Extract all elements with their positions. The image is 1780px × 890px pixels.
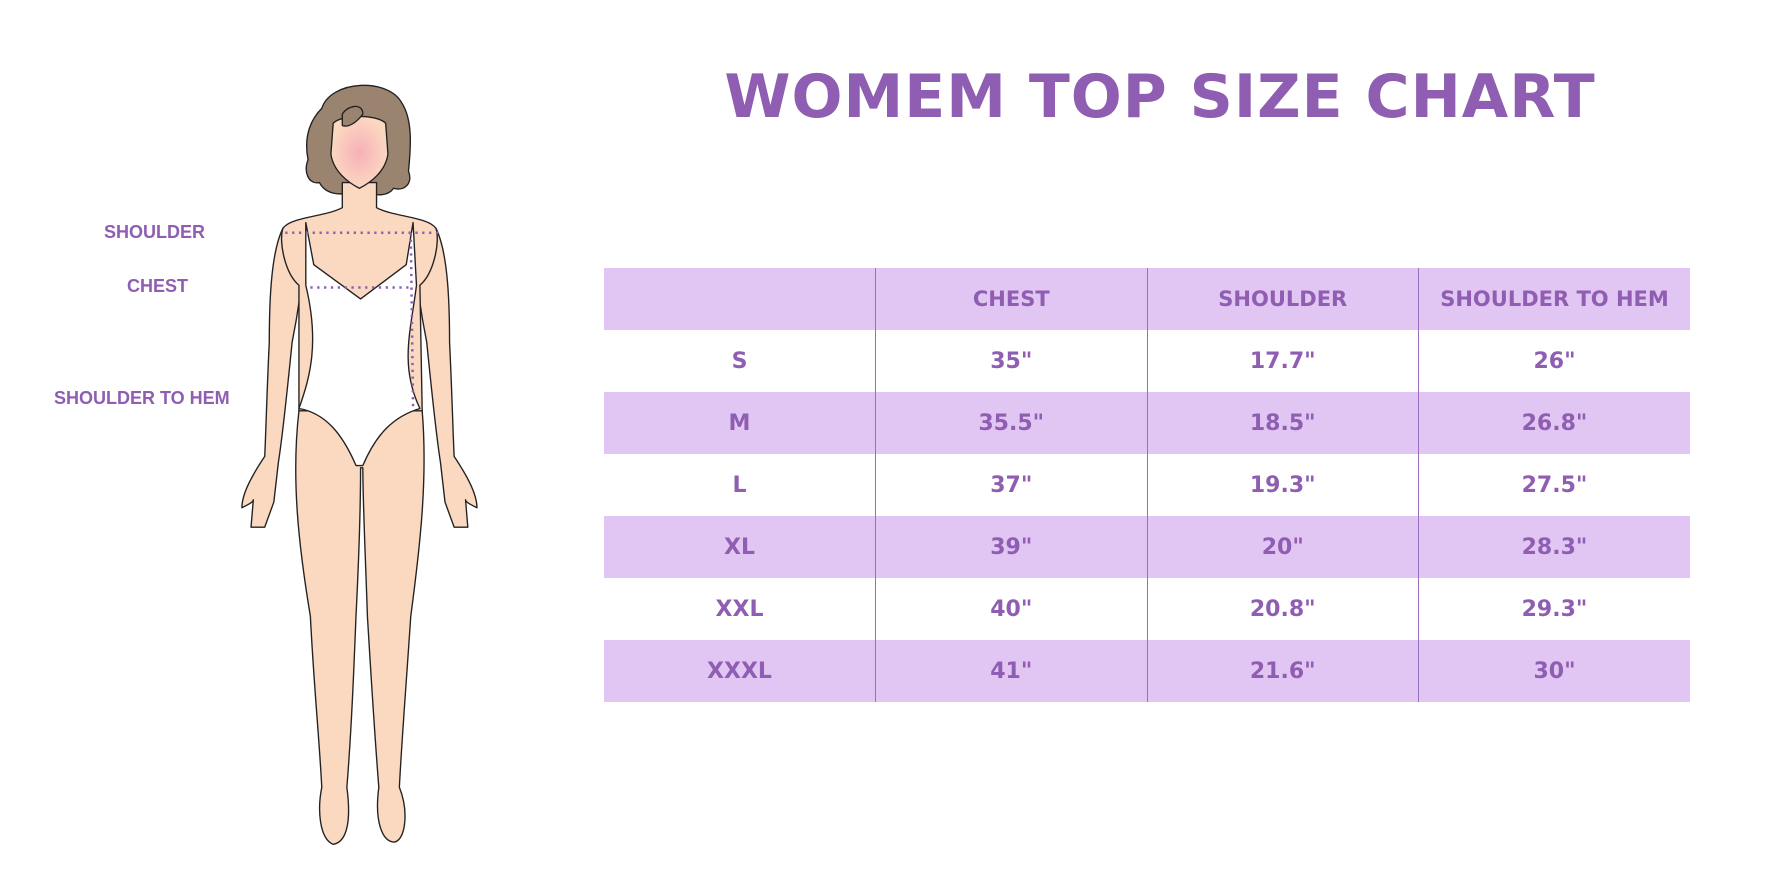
face [330,115,389,189]
measurement-cell: 20.8" [1146,578,1419,640]
measurement-cell: 27.5" [1418,454,1690,516]
measurement-cell: 20" [1146,516,1419,578]
header-cell: CHEST [875,268,1147,330]
size-cell: L [732,472,747,498]
header-cell: SHOULDER [1146,268,1419,330]
chest-measure-label: CHEST [127,276,189,296]
measurement-cell: 40" [875,578,1147,640]
shoulder-to-hem-measure-label: SHOULDER TO HEM [54,388,230,408]
size-cell: M [728,410,751,436]
measurement-cell: 39" [875,516,1147,578]
measurement-cell: 19.3" [1146,454,1419,516]
measure-lines [285,231,441,407]
size-cell: XXL [715,596,764,622]
size-cell: XXXL [707,658,772,684]
size-cell: S [731,348,748,374]
right-arm [412,227,478,528]
measurement-cell: 37" [875,454,1147,516]
table-row: XXXL 41" 21.6" 30" [604,640,1690,702]
table-row: XXL 40" 20.8" 29.3" [604,578,1690,640]
header-cell [604,268,876,330]
measurement-cell: 35" [875,330,1147,392]
table-row: L 37" 19.3" 27.5" [604,454,1690,516]
header-cell: SHOULDER TO HEM [1418,268,1690,330]
page-title: WOMEM TOP SIZE CHART [724,62,1596,132]
measurement-cell: 29.3" [1418,578,1690,640]
measurement-cell: 41" [875,640,1147,702]
size-chart-table: CHEST SHOULDER SHOULDER TO HEM S 35" 17.7"… [604,268,1690,702]
shoulder-measure-label: SHOULDER [104,222,206,242]
measurement-cell: 30" [1418,640,1690,702]
measurement-cell: 17.7" [1146,330,1419,392]
measurement-cell: 26" [1418,330,1690,392]
measurement-cell: 18.5" [1146,392,1419,454]
measurement-cell: 28.3" [1418,516,1690,578]
table-header-row: CHEST SHOULDER SHOULDER TO HEM [604,268,1690,330]
table-row: S 35" 17.7" 26" [604,330,1690,392]
legs [295,410,425,846]
bodysuit [298,221,421,467]
measurement-cell: 26.8" [1418,392,1690,454]
table-row: XL 39" 20" 28.3" [604,516,1690,578]
left-arm [241,227,307,528]
measurement-cell: 21.6" [1146,640,1419,702]
size-cell: XL [724,534,755,560]
table-row: M 35.5" 18.5" 26.8" [604,392,1690,454]
measurement-cell: 35.5" [875,392,1147,454]
